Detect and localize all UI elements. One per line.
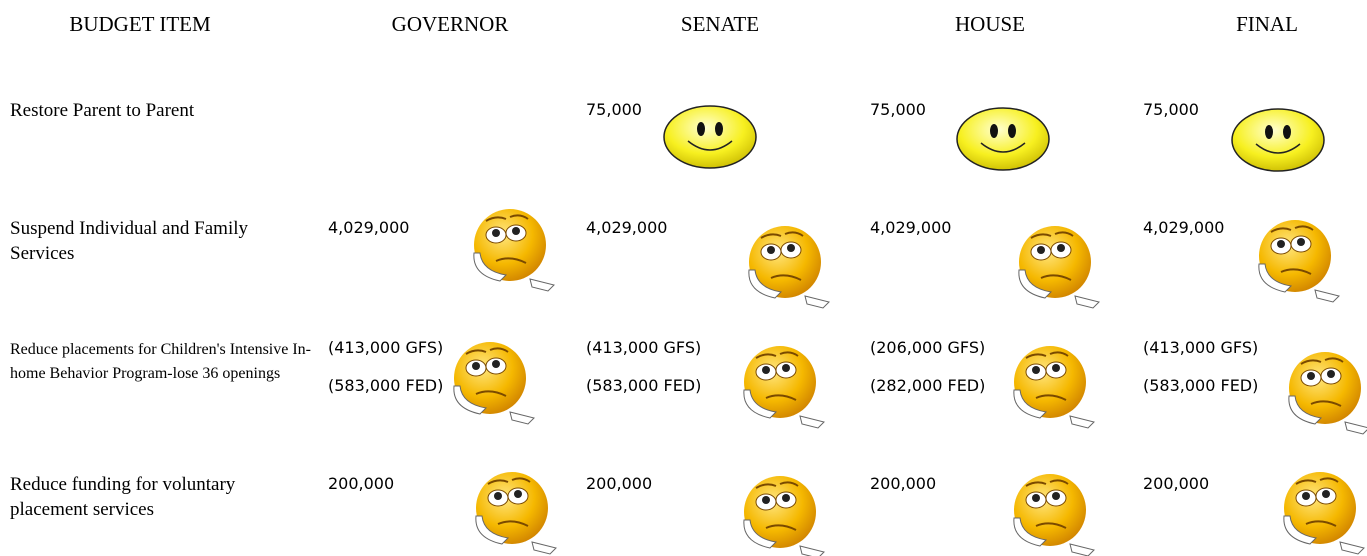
- column-header: BUDGET ITEM: [69, 12, 210, 37]
- sad-face: [744, 476, 824, 556]
- cell-value: 75,000: [586, 100, 642, 119]
- cell-value: (413,000 GFS): [586, 338, 701, 357]
- sad-face: [1289, 352, 1367, 434]
- sad-face: [1019, 226, 1099, 308]
- cell-value: 200,000: [870, 474, 936, 493]
- sad-face: [1014, 474, 1094, 556]
- row-label: Reduce funding for voluntary placement s…: [10, 472, 310, 522]
- cell-value: (413,000 GFS): [328, 338, 443, 357]
- cell-value: 75,000: [1143, 100, 1199, 119]
- row-label: Restore Parent to Parent: [10, 98, 310, 123]
- cell-value: 200,000: [586, 474, 652, 493]
- column-header: GOVERNOR: [392, 12, 509, 37]
- happy-face: [664, 106, 756, 168]
- cell-value: 4,029,000: [328, 218, 409, 237]
- cell-value: 4,029,000: [870, 218, 951, 237]
- cell-value: (583,000 FED): [328, 376, 443, 395]
- row-label: Reduce placements for Children's Intensi…: [10, 338, 320, 386]
- row-label: Suspend Individual and Family Services: [10, 216, 310, 266]
- sad-face: [1014, 346, 1094, 428]
- sad-face: [1284, 472, 1364, 554]
- cell-value: (583,000 FED): [1143, 376, 1258, 395]
- sad-face: [744, 346, 824, 428]
- sad-face: [454, 342, 534, 424]
- cell-value: 200,000: [328, 474, 394, 493]
- cell-value: (206,000 GFS): [870, 338, 985, 357]
- page: BUDGET ITEM GOVERNOR SENATE HOUSE FINAL Resto…: [0, 0, 1367, 556]
- cell-value: (413,000 GFS): [1143, 338, 1258, 357]
- cell-value: 4,029,000: [1143, 218, 1224, 237]
- sad-face: [476, 472, 556, 554]
- sad-face: [749, 226, 829, 308]
- cell-value: 4,029,000: [586, 218, 667, 237]
- cell-value: 200,000: [1143, 474, 1209, 493]
- happy-face: [957, 108, 1049, 170]
- sad-face: [474, 209, 554, 291]
- cell-value: (583,000 FED): [586, 376, 701, 395]
- column-header: HOUSE: [955, 12, 1025, 37]
- sad-face: [1259, 220, 1339, 302]
- happy-face: [1232, 109, 1324, 171]
- column-header: FINAL: [1236, 12, 1298, 37]
- cell-value: (282,000 FED): [870, 376, 985, 395]
- column-header: SENATE: [681, 12, 759, 37]
- cell-value: 75,000: [870, 100, 926, 119]
